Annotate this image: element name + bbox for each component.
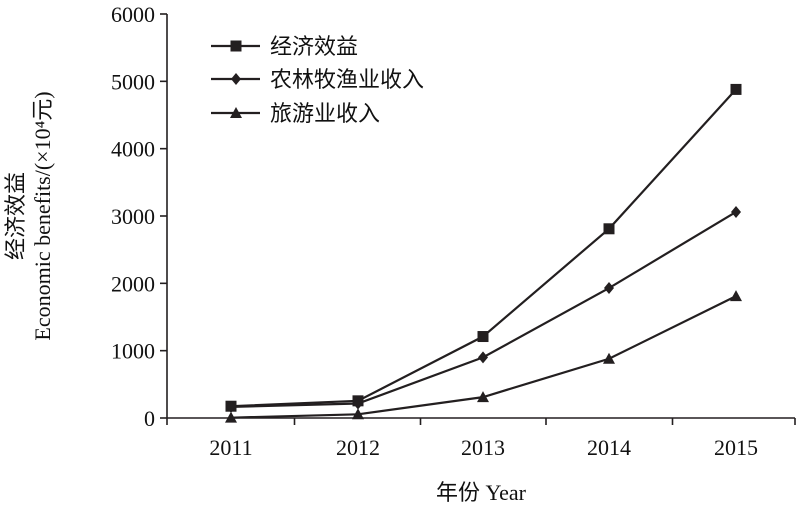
legend-swatch-marker bbox=[230, 40, 242, 52]
series-2-point bbox=[226, 400, 236, 413]
legend-item-3: 旅游业收入 bbox=[211, 102, 380, 127]
y-tick-label: 5000 bbox=[111, 69, 155, 94]
series-3 bbox=[225, 290, 742, 423]
y-tick-label: 4000 bbox=[111, 137, 155, 162]
series-1-point bbox=[603, 223, 615, 235]
series-3-point bbox=[603, 352, 615, 364]
x-tick-label: 2015 bbox=[714, 435, 758, 460]
series-2-point bbox=[478, 351, 488, 364]
y-tick-label: 2000 bbox=[111, 271, 155, 296]
series-3-point bbox=[730, 290, 742, 302]
series-2-point bbox=[353, 397, 363, 410]
y-axis-title: 经济效益 Economic benefits/(×10⁴元) bbox=[3, 91, 55, 340]
series-3-point bbox=[352, 408, 364, 420]
legend-swatch-marker bbox=[231, 73, 241, 85]
series-2 bbox=[226, 205, 741, 413]
y-tick-label: 6000 bbox=[111, 2, 155, 27]
x-tick-label: 2012 bbox=[336, 435, 380, 460]
y-tick-label: 1000 bbox=[111, 339, 155, 364]
legend-label: 经济效益 bbox=[270, 35, 358, 60]
legend-label: 农林牧渔业收入 bbox=[270, 68, 424, 93]
series-2-point bbox=[731, 205, 741, 218]
x-tick-label: 2011 bbox=[209, 435, 252, 460]
legend-label: 旅游业收入 bbox=[270, 102, 380, 127]
legend-swatch-marker bbox=[230, 107, 242, 118]
series-3-point bbox=[477, 391, 489, 403]
series-1-point bbox=[477, 331, 489, 343]
x-axis-title: 年份 Year bbox=[436, 480, 527, 505]
legend-item-1: 经济效益 bbox=[211, 35, 358, 60]
y-axis-title-line2: Economic benefits/(×10⁴元) bbox=[30, 91, 55, 340]
y-tick-label: 3000 bbox=[111, 204, 155, 229]
series-3-point bbox=[225, 411, 237, 423]
y-ticks: 0 1000 2000 3000 4000 5000 6000 bbox=[111, 2, 167, 431]
series-2-point bbox=[604, 282, 614, 295]
series-1-point bbox=[730, 83, 742, 95]
x-tick-label: 2014 bbox=[587, 435, 631, 460]
y-tick-label: 0 bbox=[144, 406, 155, 431]
x-tick-label: 2013 bbox=[461, 435, 505, 460]
x-ticks: 2011 2012 2013 2014 2015 bbox=[166, 418, 796, 460]
legend-item-2: 农林牧渔业收入 bbox=[211, 68, 424, 93]
y-axis-title-line1: 经济效益 bbox=[3, 172, 28, 260]
series-layer bbox=[225, 83, 742, 423]
series-2-line bbox=[230, 211, 737, 408]
